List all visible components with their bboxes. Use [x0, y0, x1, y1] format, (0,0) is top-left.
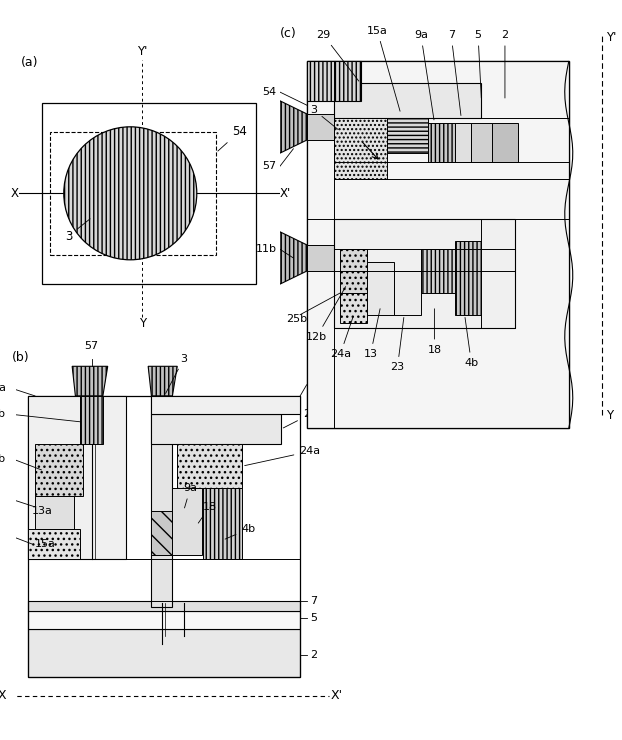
- Text: 2: 2: [310, 650, 317, 660]
- Text: Y: Y: [606, 408, 613, 422]
- Text: 7: 7: [310, 596, 317, 606]
- Text: Y: Y: [139, 317, 146, 330]
- Text: 11b: 11b: [256, 244, 277, 255]
- Bar: [307, 61, 569, 428]
- Bar: [151, 414, 281, 444]
- Text: 5: 5: [310, 613, 317, 623]
- Bar: [340, 293, 367, 323]
- Text: 9a: 9a: [183, 483, 197, 508]
- Bar: [29, 610, 300, 629]
- Text: 15a: 15a: [35, 539, 56, 549]
- Circle shape: [64, 127, 197, 260]
- Text: (a): (a): [21, 56, 39, 69]
- Text: 29: 29: [283, 409, 317, 428]
- Text: 13a: 13a: [32, 505, 53, 516]
- Text: 25a: 25a: [0, 383, 6, 394]
- Text: 4b: 4b: [225, 524, 256, 539]
- Text: 4b: 4b: [464, 317, 478, 368]
- Bar: [307, 245, 333, 271]
- Text: X: X: [11, 186, 19, 200]
- Text: 3: 3: [310, 104, 338, 130]
- Bar: [50, 132, 216, 255]
- Bar: [35, 444, 83, 496]
- Bar: [455, 123, 471, 162]
- Text: 5: 5: [475, 30, 481, 98]
- Bar: [203, 488, 242, 559]
- Text: 57: 57: [262, 161, 277, 171]
- Text: 3: 3: [65, 219, 90, 243]
- Bar: [42, 103, 256, 283]
- Bar: [491, 123, 518, 162]
- Text: (b): (b): [12, 352, 30, 365]
- Bar: [421, 249, 455, 293]
- Text: (c): (c): [280, 27, 297, 39]
- Bar: [333, 84, 481, 118]
- Text: 18: 18: [427, 309, 442, 354]
- Bar: [151, 511, 172, 555]
- Bar: [151, 396, 172, 607]
- Bar: [340, 249, 367, 293]
- Text: 24a: 24a: [330, 317, 353, 359]
- Bar: [29, 396, 300, 677]
- Bar: [455, 240, 481, 314]
- Bar: [307, 114, 333, 140]
- Bar: [388, 118, 428, 153]
- Bar: [80, 396, 103, 444]
- Text: X': X': [280, 186, 291, 200]
- Bar: [172, 488, 202, 555]
- Text: 25b: 25b: [287, 314, 308, 324]
- Bar: [333, 219, 515, 328]
- Text: 54: 54: [218, 125, 247, 151]
- Text: 57: 57: [85, 341, 99, 352]
- Bar: [29, 601, 300, 610]
- Text: 54: 54: [262, 87, 277, 97]
- Bar: [307, 61, 361, 101]
- Polygon shape: [72, 366, 108, 396]
- Text: 11b: 11b: [0, 409, 6, 420]
- Bar: [29, 529, 80, 559]
- Bar: [394, 271, 421, 314]
- Text: 13: 13: [364, 309, 380, 359]
- Text: 54: 54: [310, 380, 324, 390]
- Text: X': X': [331, 689, 343, 702]
- Bar: [333, 118, 388, 179]
- Text: 12b: 12b: [306, 286, 346, 342]
- Bar: [307, 61, 569, 428]
- Text: 18: 18: [198, 502, 216, 523]
- Text: 23: 23: [391, 317, 404, 372]
- Bar: [29, 629, 300, 677]
- Text: 3: 3: [165, 354, 187, 394]
- Text: 15a: 15a: [367, 26, 400, 111]
- Text: Y': Y': [606, 31, 616, 44]
- Bar: [428, 123, 455, 162]
- Text: 12b: 12b: [0, 454, 6, 464]
- Polygon shape: [280, 101, 307, 153]
- Bar: [35, 496, 74, 529]
- Text: X: X: [0, 689, 6, 702]
- Bar: [177, 444, 242, 488]
- Text: 7: 7: [448, 30, 461, 115]
- Text: 9a: 9a: [414, 30, 434, 120]
- Bar: [29, 396, 126, 559]
- Text: 24a: 24a: [244, 446, 320, 465]
- Text: 2: 2: [501, 30, 509, 98]
- Polygon shape: [148, 366, 177, 396]
- Polygon shape: [280, 232, 307, 284]
- Bar: [151, 396, 300, 414]
- Bar: [471, 123, 491, 162]
- Text: Y': Y': [137, 45, 147, 58]
- Bar: [367, 262, 394, 314]
- Text: 29: 29: [317, 30, 359, 81]
